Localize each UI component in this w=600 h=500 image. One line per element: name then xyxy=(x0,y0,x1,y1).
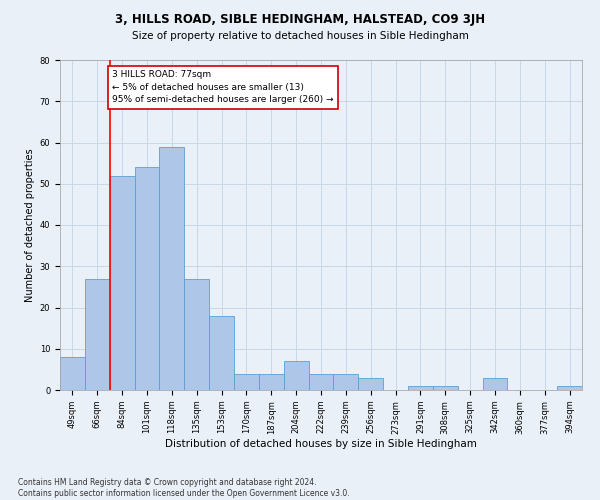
Bar xyxy=(433,386,458,390)
Text: 3, HILLS ROAD, SIBLE HEDINGHAM, HALSTEAD, CO9 3JH: 3, HILLS ROAD, SIBLE HEDINGHAM, HALSTEAD… xyxy=(115,12,485,26)
Text: Contains HM Land Registry data © Crown copyright and database right 2024.
Contai: Contains HM Land Registry data © Crown c… xyxy=(18,478,350,498)
Bar xyxy=(408,386,433,390)
Bar xyxy=(209,316,234,390)
Bar xyxy=(259,374,284,390)
Bar xyxy=(160,146,184,390)
Bar xyxy=(184,278,209,390)
Bar xyxy=(234,374,259,390)
Bar xyxy=(482,378,508,390)
Text: 3 HILLS ROAD: 77sqm
← 5% of detached houses are smaller (13)
95% of semi-detache: 3 HILLS ROAD: 77sqm ← 5% of detached hou… xyxy=(112,70,334,104)
Bar xyxy=(334,374,358,390)
Bar xyxy=(557,386,582,390)
Y-axis label: Number of detached properties: Number of detached properties xyxy=(25,148,35,302)
Bar xyxy=(85,278,110,390)
Bar xyxy=(60,357,85,390)
Bar xyxy=(358,378,383,390)
Bar xyxy=(134,167,160,390)
Bar xyxy=(110,176,134,390)
Text: Size of property relative to detached houses in Sible Hedingham: Size of property relative to detached ho… xyxy=(131,31,469,41)
X-axis label: Distribution of detached houses by size in Sible Hedingham: Distribution of detached houses by size … xyxy=(165,440,477,450)
Bar xyxy=(308,374,334,390)
Bar xyxy=(284,361,308,390)
